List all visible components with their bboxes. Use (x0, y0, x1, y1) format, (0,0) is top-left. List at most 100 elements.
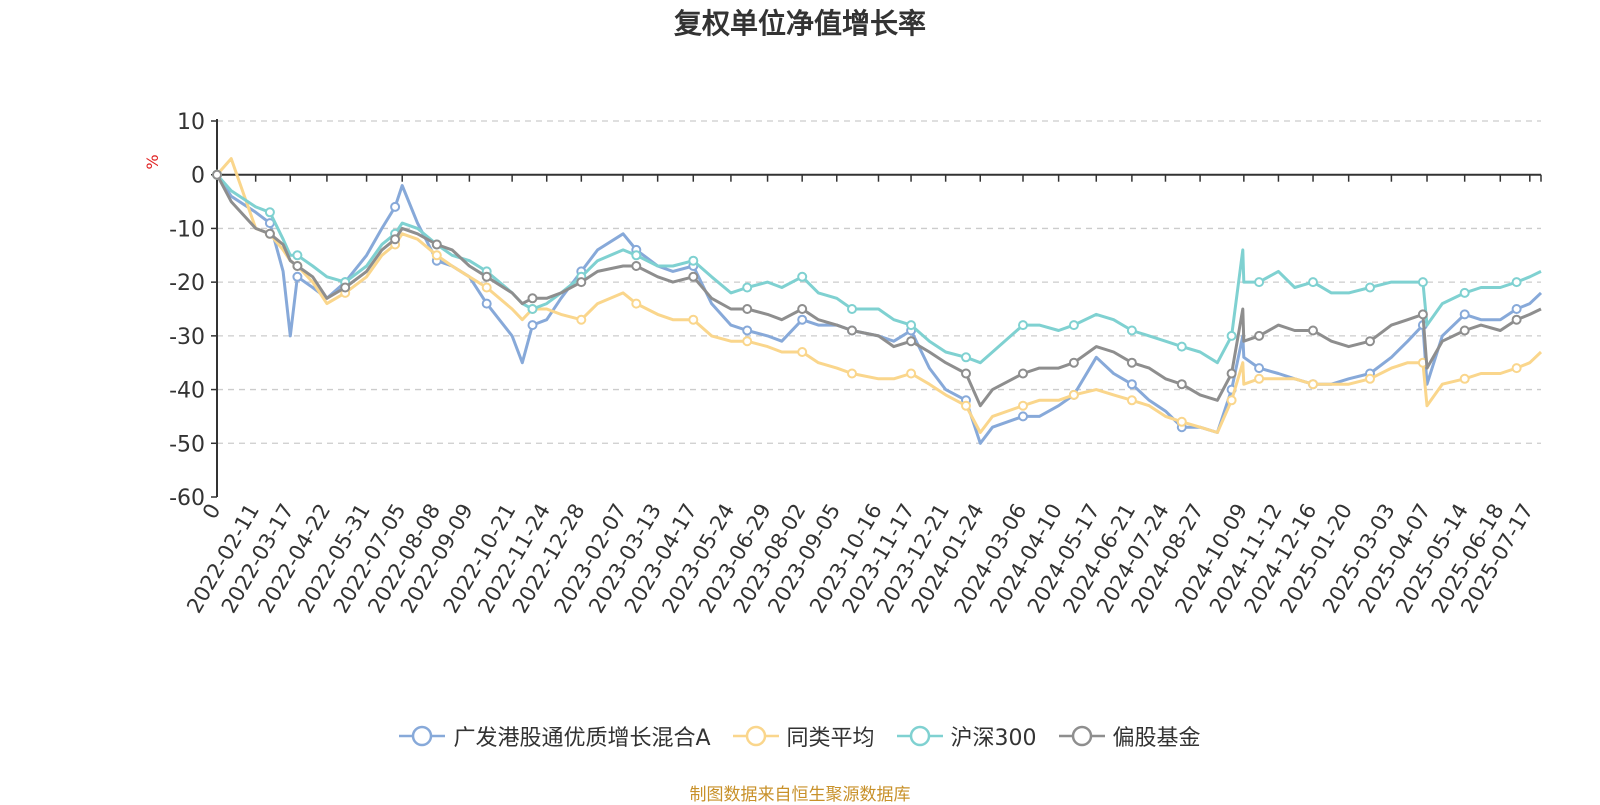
legend-marker-icon (1058, 725, 1105, 747)
series-3 (212, 169, 1542, 408)
data-point (527, 304, 538, 314)
y-tick-label: 0 (191, 164, 205, 189)
data-point (906, 320, 917, 331)
data-point (847, 368, 857, 379)
data-point (1018, 368, 1028, 379)
data-point (212, 169, 222, 180)
data-point (292, 271, 303, 282)
data-point (1068, 389, 1079, 400)
series-0 (212, 169, 1543, 445)
legend-label: 偏股基金 (1112, 726, 1201, 751)
series-lines (212, 157, 1543, 445)
y-axis-unit: % (143, 154, 162, 169)
data-point (1308, 379, 1318, 390)
data-point (1365, 336, 1375, 347)
series-line (215, 173, 1542, 408)
legend-item[interactable]: 偏股基金 (1058, 720, 1201, 752)
data-point (1254, 363, 1265, 374)
data-point (390, 234, 401, 245)
data-point (527, 320, 538, 331)
data-point (847, 304, 857, 314)
data-point (1068, 357, 1079, 368)
data-point (1018, 320, 1028, 331)
legend-item[interactable]: 同类平均 (732, 720, 875, 752)
data-point (1365, 373, 1375, 384)
data-point (1459, 325, 1470, 336)
axes (211, 119, 1542, 498)
data-point (264, 207, 275, 218)
data-point (390, 201, 401, 212)
data-point (1308, 325, 1318, 336)
data-point (1417, 309, 1428, 320)
data-point (961, 400, 971, 411)
source-note: 制图数据来自恒生聚源数据库 (689, 785, 911, 805)
data-point (1365, 282, 1375, 293)
legend-label: 同类平均 (786, 726, 875, 751)
legend-label: 沪深300 (950, 726, 1037, 751)
data-point (1254, 373, 1265, 384)
data-point (688, 314, 699, 325)
chart-title: 复权单位净值增长率 (673, 7, 926, 40)
data-point (631, 261, 642, 271)
legend-item[interactable]: 广发港股通优质增长混合A (399, 720, 711, 752)
data-point (1459, 309, 1470, 320)
y-tick-label: -30 (169, 325, 205, 350)
series-line (215, 173, 1542, 365)
data-point (1018, 400, 1028, 411)
data-point (1176, 379, 1187, 390)
data-point (527, 293, 538, 304)
data-point (292, 250, 303, 261)
data-point (1511, 363, 1522, 374)
y-tick-label: -20 (169, 271, 205, 296)
data-point (688, 271, 699, 282)
data-point (961, 368, 971, 379)
legend-marker-icon (399, 725, 446, 747)
data-point (742, 282, 753, 293)
data-point (961, 352, 971, 363)
legend-label: 广发港股通优质增长混合A (453, 726, 711, 751)
data-point (1308, 277, 1318, 288)
y-tick-label: 10 (177, 110, 205, 135)
data-point (431, 239, 442, 250)
data-point (631, 298, 642, 309)
data-point (1226, 330, 1237, 341)
data-point (1511, 277, 1522, 288)
data-point (1126, 357, 1137, 368)
data-point (906, 336, 917, 347)
axis-labels: 100-10-20-30-40-50-60%02022-02-112022-03… (143, 110, 1538, 617)
data-point (1511, 314, 1522, 325)
legend-marker-icon (896, 725, 943, 747)
data-point (1018, 411, 1028, 422)
y-tick-label: -50 (169, 432, 205, 457)
y-tick-label: -60 (169, 486, 205, 511)
data-point (1459, 373, 1470, 384)
y-tick-label: -40 (169, 379, 205, 404)
data-point (1126, 379, 1137, 390)
data-point (906, 368, 917, 379)
data-point (1254, 277, 1265, 288)
data-point (797, 271, 808, 282)
data-point (1226, 368, 1237, 379)
data-point (1459, 287, 1470, 298)
data-point (576, 277, 587, 288)
data-point (847, 325, 857, 336)
data-point (742, 336, 753, 347)
series-1 (212, 157, 1543, 434)
data-point (481, 271, 492, 282)
grid-lines (217, 120, 1541, 444)
data-point (1176, 416, 1187, 427)
data-point (1511, 304, 1522, 314)
data-point (576, 314, 587, 325)
data-point (340, 282, 351, 293)
series-line (215, 157, 1543, 434)
data-point (631, 250, 642, 261)
data-point (1176, 341, 1187, 352)
legend-item[interactable]: 沪深300 (896, 720, 1037, 752)
data-point (1254, 330, 1265, 341)
data-point (292, 261, 303, 271)
data-point (742, 325, 753, 336)
data-point (1126, 325, 1137, 336)
data-point (797, 314, 808, 325)
data-point (1068, 320, 1079, 331)
